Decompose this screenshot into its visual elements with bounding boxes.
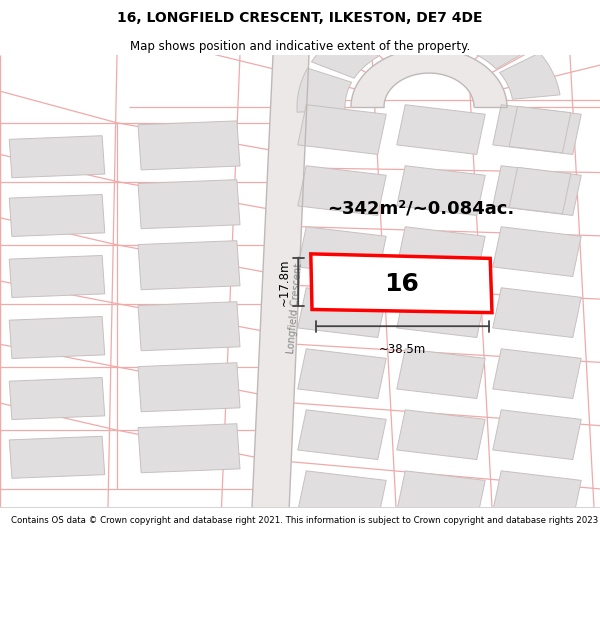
Polygon shape: [422, 8, 481, 49]
Polygon shape: [397, 410, 485, 459]
Text: 16, LONGFIELD CRESCENT, ILKESTON, DE7 4DE: 16, LONGFIELD CRESCENT, ILKESTON, DE7 4D…: [117, 11, 483, 25]
Polygon shape: [397, 105, 485, 154]
Text: Longfield Crescent: Longfield Crescent: [286, 262, 304, 354]
Polygon shape: [351, 48, 507, 107]
Polygon shape: [467, 18, 535, 69]
Polygon shape: [138, 179, 240, 229]
Polygon shape: [493, 410, 581, 459]
Polygon shape: [397, 471, 485, 521]
Polygon shape: [138, 241, 240, 290]
Polygon shape: [252, 55, 309, 507]
Polygon shape: [493, 288, 581, 338]
Polygon shape: [298, 349, 386, 399]
Polygon shape: [9, 256, 105, 298]
Polygon shape: [138, 362, 240, 412]
Polygon shape: [493, 227, 581, 276]
Polygon shape: [9, 378, 105, 419]
Polygon shape: [493, 105, 581, 154]
Polygon shape: [297, 68, 352, 112]
Polygon shape: [138, 424, 240, 472]
Text: ~17.8m: ~17.8m: [278, 258, 291, 306]
Polygon shape: [298, 227, 386, 276]
Polygon shape: [493, 471, 581, 521]
Text: 16: 16: [384, 272, 419, 296]
Polygon shape: [9, 194, 105, 236]
Polygon shape: [298, 166, 386, 216]
Polygon shape: [298, 471, 386, 521]
Polygon shape: [357, 8, 419, 54]
Polygon shape: [509, 168, 571, 214]
Polygon shape: [9, 436, 105, 478]
Text: Map shows position and indicative extent of the property.: Map shows position and indicative extent…: [130, 39, 470, 52]
Polygon shape: [493, 166, 581, 216]
Polygon shape: [311, 28, 379, 78]
Polygon shape: [9, 316, 105, 359]
Polygon shape: [397, 166, 485, 216]
Polygon shape: [397, 227, 485, 276]
Polygon shape: [493, 349, 581, 399]
Polygon shape: [9, 136, 105, 178]
Polygon shape: [138, 121, 240, 170]
Text: Contains OS data © Crown copyright and database right 2021. This information is : Contains OS data © Crown copyright and d…: [11, 516, 600, 526]
Polygon shape: [509, 106, 571, 153]
Polygon shape: [298, 288, 386, 338]
Polygon shape: [397, 349, 485, 399]
Polygon shape: [311, 254, 492, 312]
Polygon shape: [397, 288, 485, 338]
Polygon shape: [138, 302, 240, 351]
Text: ~38.5m: ~38.5m: [379, 343, 426, 356]
Polygon shape: [298, 410, 386, 459]
Polygon shape: [499, 53, 560, 99]
Polygon shape: [298, 105, 386, 154]
Text: ~342m²/~0.084ac.: ~342m²/~0.084ac.: [327, 199, 514, 217]
